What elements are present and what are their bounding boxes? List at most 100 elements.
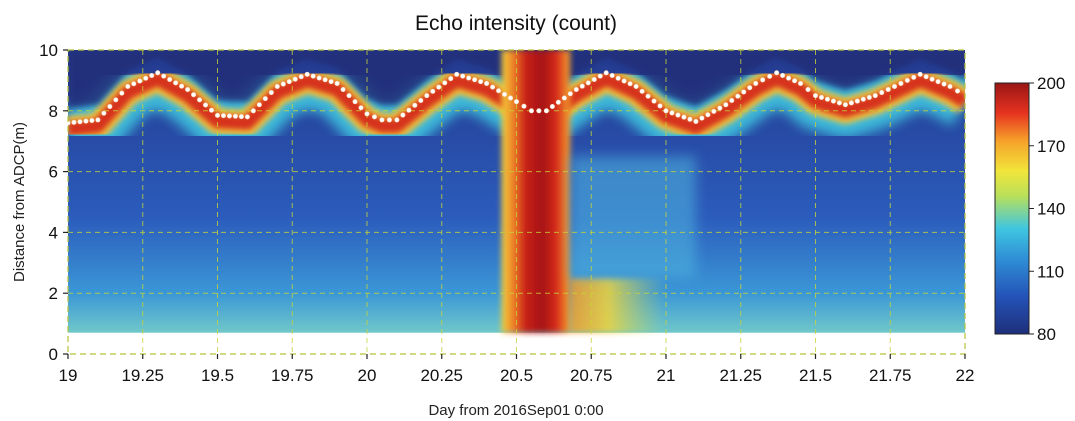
surface-point bbox=[917, 71, 923, 77]
surface-point bbox=[767, 73, 773, 79]
surface-point bbox=[603, 70, 609, 76]
surface-point bbox=[280, 81, 286, 87]
surface-point bbox=[316, 75, 322, 81]
surface-point bbox=[621, 78, 627, 84]
surface-point bbox=[818, 94, 824, 100]
surface-point bbox=[941, 81, 947, 87]
surface-point bbox=[609, 73, 615, 79]
surface-point bbox=[760, 77, 766, 83]
surface-point bbox=[729, 97, 735, 103]
surface-point bbox=[711, 108, 717, 114]
surface-point bbox=[386, 117, 392, 123]
heatmap-feature bbox=[501, 50, 571, 333]
colorbar-ticks: 80 110 140 170 200 bbox=[1029, 74, 1065, 344]
surface-point bbox=[585, 80, 591, 86]
y-tick-label: 2 bbox=[49, 284, 58, 303]
surface-point bbox=[179, 83, 185, 89]
surface-point bbox=[615, 75, 621, 81]
surface-point bbox=[274, 83, 280, 89]
surface-point bbox=[573, 87, 579, 93]
surface-point bbox=[705, 112, 711, 118]
mid-depth-wash bbox=[570, 156, 696, 278]
surface-point bbox=[681, 114, 687, 120]
surface-point bbox=[346, 93, 352, 99]
surface-point bbox=[71, 119, 77, 125]
y-tick-label: 8 bbox=[49, 102, 58, 121]
y-axis: 0 2 4 6 8 10 bbox=[39, 41, 68, 364]
x-tick-label: 20.25 bbox=[420, 366, 463, 385]
surface-point bbox=[780, 72, 786, 78]
surface-point bbox=[173, 80, 179, 86]
surface-point bbox=[149, 73, 155, 79]
surface-point bbox=[215, 112, 221, 118]
surface-point bbox=[256, 102, 262, 108]
surface-point bbox=[885, 87, 891, 93]
surface-point bbox=[244, 114, 250, 120]
surface-point bbox=[161, 73, 167, 79]
surface-point bbox=[352, 99, 358, 105]
surface-point bbox=[812, 93, 818, 99]
surface-point bbox=[627, 81, 633, 87]
surface-point bbox=[657, 103, 663, 109]
colorbar: 80 110 140 170 200 bbox=[994, 74, 1065, 344]
surface-point bbox=[836, 100, 842, 106]
surface-point bbox=[872, 93, 878, 99]
x-tick-label: 20.5 bbox=[500, 366, 533, 385]
surface-series bbox=[68, 70, 961, 126]
surface-point bbox=[567, 91, 573, 97]
surface-point bbox=[167, 76, 173, 82]
surface-point bbox=[358, 105, 364, 111]
colorbar-tick-label: 80 bbox=[1037, 325, 1056, 344]
surface-point bbox=[798, 80, 804, 86]
surface-point bbox=[786, 75, 792, 81]
surface-point bbox=[310, 73, 316, 79]
surface-point bbox=[268, 90, 274, 96]
surface-point bbox=[904, 77, 910, 83]
surface-point bbox=[334, 80, 340, 86]
surface-point bbox=[591, 76, 597, 82]
surface-point bbox=[113, 97, 119, 103]
surface-point bbox=[143, 75, 149, 81]
surface-point bbox=[83, 118, 89, 124]
surface-point bbox=[935, 79, 941, 85]
surface-point bbox=[717, 105, 723, 111]
surface-point bbox=[663, 108, 669, 114]
surface-point bbox=[454, 71, 460, 77]
surface-point bbox=[379, 117, 385, 123]
colorbar-gradient bbox=[994, 82, 1030, 335]
surface-point bbox=[406, 107, 412, 113]
surface-point bbox=[898, 80, 904, 86]
surface-point bbox=[521, 103, 527, 109]
surface-point bbox=[137, 78, 143, 84]
surface-point bbox=[340, 87, 346, 93]
x-tick-label: 21.25 bbox=[719, 366, 762, 385]
surface-point bbox=[304, 71, 310, 77]
surface-point bbox=[466, 75, 472, 81]
surface-point bbox=[119, 90, 125, 96]
x-tick-label: 19.25 bbox=[121, 366, 164, 385]
surface-point bbox=[848, 100, 854, 106]
surface-point bbox=[747, 85, 753, 91]
surface-point bbox=[101, 110, 107, 116]
surface-point bbox=[125, 83, 131, 89]
surface-point bbox=[418, 97, 424, 103]
surface-point bbox=[693, 118, 699, 124]
surface-point bbox=[860, 96, 866, 102]
surface-point bbox=[651, 98, 657, 104]
surface-point bbox=[774, 70, 780, 76]
surface-point bbox=[328, 79, 334, 85]
x-axis: 19 19.25 19.5 19.75 20 20.25 20.5 20.75 21 21.25 2… bbox=[59, 354, 974, 385]
surface-point bbox=[597, 73, 603, 79]
heatmap-layers bbox=[68, 50, 965, 354]
heatmap-feature bbox=[570, 278, 666, 333]
surface-point bbox=[645, 93, 651, 99]
surface-point bbox=[854, 98, 860, 104]
surface-point bbox=[842, 102, 848, 108]
surface-point bbox=[929, 76, 935, 82]
surface-point bbox=[513, 99, 519, 105]
surface-point bbox=[424, 93, 430, 99]
surface-point bbox=[322, 77, 328, 83]
x-tick-label: 20 bbox=[358, 366, 377, 385]
chart-title: Echo intensity (count) bbox=[415, 12, 617, 35]
